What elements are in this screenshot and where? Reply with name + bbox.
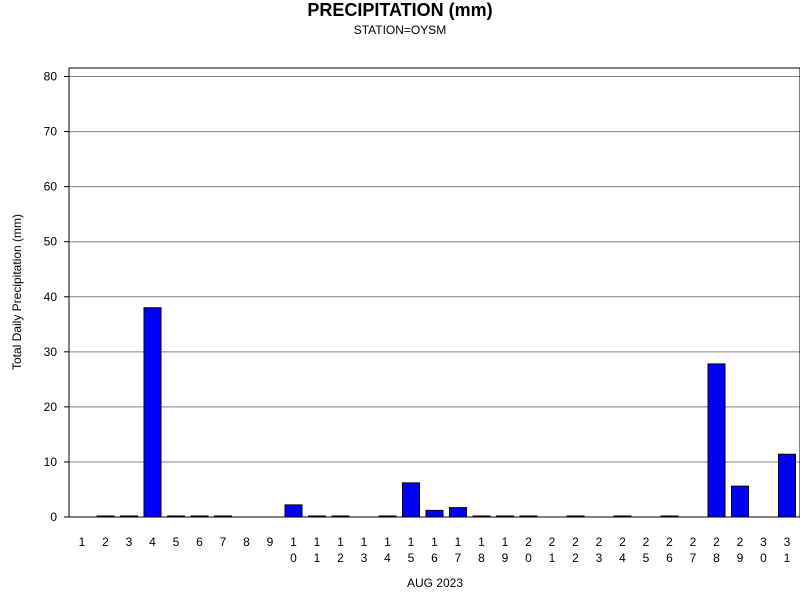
x-tick-label: 8: [243, 535, 250, 549]
y-tick-label: 30: [44, 345, 58, 359]
x-tick-label: 5: [173, 535, 180, 549]
bar-day-4: [143, 307, 162, 518]
x-tick-label: 7: [220, 535, 227, 549]
x-tick-label: 3: [126, 535, 133, 549]
y-tick-label: 10: [44, 455, 58, 469]
plot-frame: [68, 67, 800, 518]
y-tick-label: 70: [44, 125, 58, 139]
x-tick-label: 6: [196, 535, 203, 549]
bar-day-15: [402, 482, 420, 518]
bar-day-10: [284, 504, 303, 518]
x-tick-label: 2: [102, 535, 109, 549]
gridlines: [69, 76, 800, 463]
chart-title: PRECIPITATION (mm): [307, 0, 493, 20]
y-tick-label: 20: [44, 400, 58, 414]
x-tick-label: 1: [79, 535, 86, 549]
x-tick-label: 4: [149, 535, 156, 549]
y-axis: 0 10 20 30 40 50 60 70 80: [44, 70, 69, 524]
y-tick-label: 80: [44, 70, 58, 84]
chart-subtitle: STATION=OYSM: [353, 23, 447, 37]
y-tick-label: 40: [44, 290, 58, 304]
y-tick-label: 60: [44, 180, 58, 194]
bar-day-17: [449, 507, 467, 518]
y-tick-label: 50: [44, 235, 58, 249]
x-axis-label: AUG 2023: [407, 576, 463, 590]
bar-day-16: [425, 509, 444, 518]
x-tick-label: 9: [267, 535, 274, 549]
bars: [96, 307, 796, 518]
bar-day-29: [731, 485, 749, 518]
y-axis-label: Total Daily Precipitation (mm): [10, 214, 24, 370]
bar-day-28: [707, 363, 726, 518]
x-axis: 1 2 3 4 5 6 7 8 9 1 01 11 21 31 41 51 61 71 81 92 02 12 22 32 42…: [79, 535, 791, 565]
bar-day-31: [778, 453, 796, 518]
y-tick-label: 0: [50, 510, 57, 524]
